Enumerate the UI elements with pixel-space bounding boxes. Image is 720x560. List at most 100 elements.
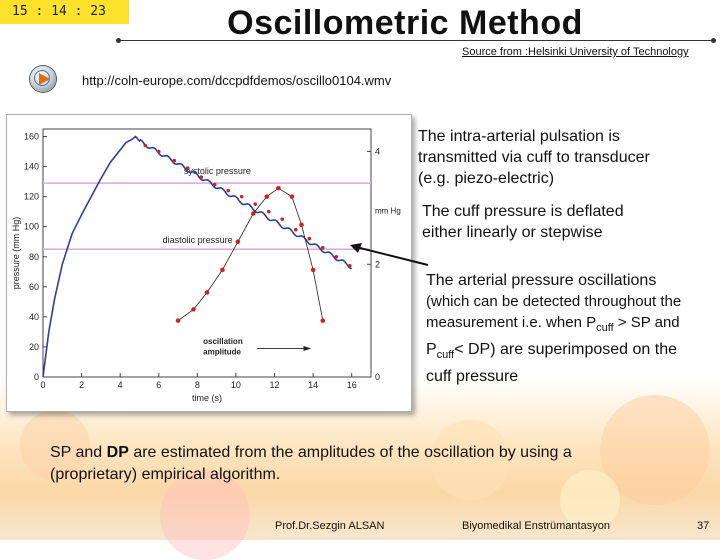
cuff-pressure-line	[42, 135, 352, 378]
y-tick-label: 0	[34, 372, 39, 382]
pulsation-line-3: (e.g. piezo-electric)	[418, 170, 555, 187]
amplitude-point	[220, 267, 225, 273]
pulsation-description: The intra-arterial pulsation is transmit…	[418, 126, 718, 189]
osc3-part-b: > SP and	[613, 314, 680, 331]
amplitude-annotation-1: oscillation	[203, 337, 243, 346]
x-tick-label: 4	[118, 380, 123, 390]
oscillometric-chart: 0 2 4 6 8 10 12 14 16 0 20 40 60 80 100 120 140 160 0 2 4 tim…	[6, 114, 412, 412]
y2-tick-label: 4	[375, 147, 380, 157]
systolic-annotation: systolic pressure	[184, 166, 251, 176]
y-tick-label: 160	[24, 132, 39, 142]
amplitude-arrowhead	[303, 345, 312, 351]
clock-display: 15 : 14 : 23	[0, 0, 129, 24]
title-line-dot-right	[711, 38, 716, 43]
x-tick-label: 14	[308, 380, 318, 390]
oscillation-line-3: measurement i.e. when Pcuff > SP and	[426, 312, 718, 339]
cuff-pressure-marker	[226, 188, 231, 193]
footer-course: Biyomedikal Enstrümantasyon	[462, 520, 610, 532]
deflation-line-2: either linearly or stepwise	[422, 224, 603, 241]
pulsation-line-2: transmitted via cuff to transducer	[418, 149, 650, 166]
oscillation-description: The arterial pressure oscillations (whic…	[426, 270, 718, 387]
pointer-arrow	[350, 243, 429, 266]
oscillation-line-2: (which can be detected throughout the	[426, 293, 682, 310]
y-tick-label: 120	[24, 192, 39, 202]
amplitude-annotation-2: amplitude	[203, 347, 241, 356]
title-underline	[118, 40, 716, 41]
background-bubble	[600, 395, 710, 505]
footer-page-number: 37	[697, 520, 710, 532]
amplitude-point	[320, 318, 326, 323]
y-tick-label: 60	[29, 282, 39, 292]
y2-tick-label: 0	[375, 372, 380, 382]
y-tick-label: 100	[24, 222, 39, 232]
background-bubble	[430, 420, 510, 500]
source-credit: Source from :Helsinki University of Tech…	[462, 46, 689, 58]
osc3-part-a: measurement i.e. when P	[426, 314, 597, 331]
osc3-sub: cuff	[596, 322, 614, 334]
summary-line-1: SP and DP are estimated from the amplitu…	[50, 442, 690, 464]
summary-post: are estimated from the amplitudes of the…	[128, 444, 572, 461]
diastolic-annotation: diastolic pressure	[163, 235, 233, 245]
deflation-description: The cuff pressure is deflated either lin…	[422, 201, 718, 243]
summary-line-2: (proprietary) empirical algorithm.	[50, 466, 281, 483]
cuff-pressure-marker	[156, 149, 161, 154]
cuff-pressure-marker	[185, 166, 190, 170]
oscillation-line-5: cuff pressure	[426, 368, 519, 386]
x-tick-label: 8	[195, 380, 200, 390]
summary-dp: DP	[106, 444, 129, 461]
x-tick-label: 2	[79, 380, 84, 390]
y-axis-label: pressure (mm Hg)	[11, 217, 21, 290]
amplitude-point	[264, 194, 270, 199]
cuff-pressure-marker	[334, 254, 339, 259]
cuff-pressure-marker	[307, 236, 312, 241]
osc4-part-a: P	[426, 341, 437, 358]
amplitude-point	[191, 307, 196, 312]
pulsation-line-1: The intra-arterial pulsation is	[418, 128, 620, 145]
footer-author: Prof.Dr.Sezgin ALSAN	[275, 520, 385, 532]
cuff-pressure-marker	[347, 263, 352, 268]
deflation-line-1: The cuff pressure is deflated	[422, 203, 624, 220]
title-line-dot-left	[116, 38, 121, 43]
y-tick-label: 20	[29, 342, 39, 352]
media-player-icon[interactable]	[30, 66, 56, 92]
cuff-pressure-marker	[143, 143, 148, 148]
cuff-pressure-marker	[280, 217, 285, 221]
amplitude-point	[276, 185, 281, 191]
background-bubble	[560, 470, 620, 530]
y-tick-label: 140	[24, 162, 39, 172]
y2-tick-label: 2	[375, 259, 380, 269]
amplitude-point	[175, 318, 181, 323]
x-tick-label: 12	[270, 380, 280, 390]
x-axis-label: time (s)	[192, 393, 222, 403]
amplitude-line	[177, 187, 324, 321]
osc4-sub: cuff	[436, 349, 455, 362]
cuff-pressure-marker	[212, 182, 217, 187]
cuff-pressure-marker	[172, 158, 176, 163]
amplitude-point	[299, 222, 304, 228]
x-tick-label: 16	[347, 380, 357, 390]
cuff-pressure-marker	[320, 245, 325, 250]
cuff-pressure-marker	[266, 209, 271, 214]
cuff-pressure-marker	[199, 175, 204, 179]
oscillation-line-4: Pcuff< DP) are superimposed on the	[426, 339, 718, 366]
oscillation-line-1: The arterial pressure oscillations	[426, 272, 657, 289]
estimation-summary: SP and DP are estimated from the amplitu…	[50, 442, 690, 486]
x-tick-label: 10	[231, 380, 241, 390]
cuff-pressure-marker	[239, 194, 244, 199]
chart-svg: 0 2 4 6 8 10 12 14 16020406080100120140160024tim…	[11, 128, 401, 403]
amplitude-point	[289, 194, 295, 199]
cuff-pressure-marker	[293, 227, 298, 232]
amplitude-point	[310, 267, 316, 273]
background-bubble	[20, 410, 90, 480]
slide-title: Oscillometric Method	[227, 4, 583, 42]
summary-pre: SP and	[50, 444, 107, 461]
cuff-pressure-marker	[253, 202, 258, 206]
y2-axis-label: mm Hg	[375, 207, 401, 216]
amplitude-point	[204, 290, 210, 295]
plot-frame	[42, 128, 372, 378]
osc4-part-b: < DP) are superimposed on the	[454, 341, 677, 358]
x-tick-label: 6	[156, 380, 161, 390]
video-link[interactable]: http://coln-europe.com/dccpdfdemos/oscil…	[82, 73, 392, 88]
y-tick-label: 40	[29, 312, 39, 322]
amplitude-point	[235, 239, 241, 245]
